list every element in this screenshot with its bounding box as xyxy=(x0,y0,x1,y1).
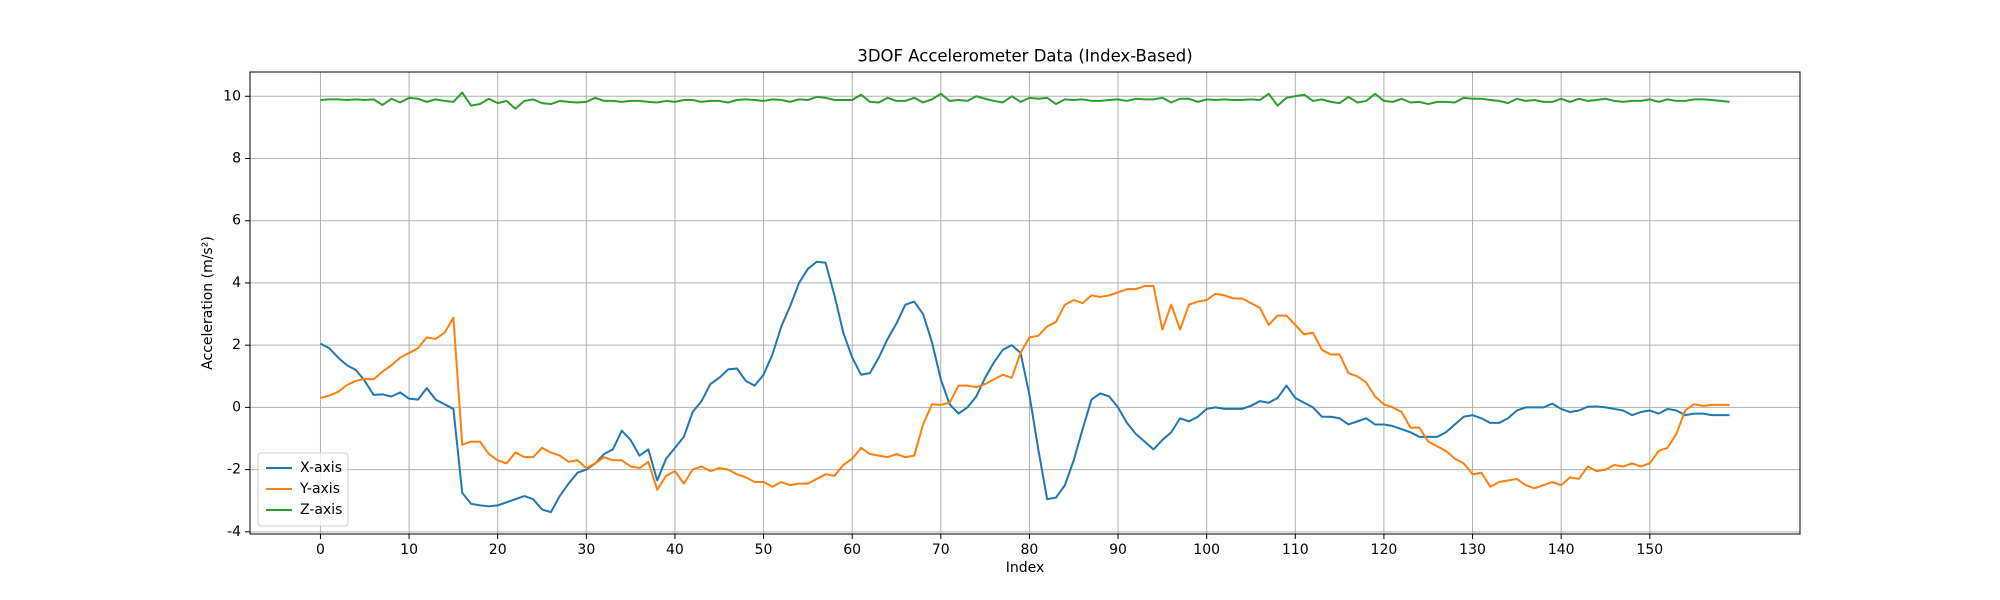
y-tick-label: -2 xyxy=(227,462,241,478)
legend-box xyxy=(257,452,349,527)
x-tick-label: 120 xyxy=(1371,542,1398,558)
axes-frame xyxy=(249,71,1801,535)
x-tick-label: 90 xyxy=(1109,542,1127,558)
x-tick-label: 70 xyxy=(932,542,950,558)
x-tick-label: 60 xyxy=(843,542,861,558)
ticks: 0 10 20 30 40 50 60 70 80 90 100 110 120 130 140 150-4-… xyxy=(223,88,1663,558)
y-tick-label: 4 xyxy=(232,275,241,291)
y-tick-label: 10 xyxy=(223,88,241,104)
data-line xyxy=(320,285,1730,491)
x-tick-label: 100 xyxy=(1193,542,1220,558)
x-tick-label: 20 xyxy=(489,542,507,558)
x-tick-label: 130 xyxy=(1459,542,1486,558)
data-line xyxy=(320,91,1730,110)
x-tick-label: 80 xyxy=(1021,542,1039,558)
chart-title: 3DOF Accelerometer Data (Index-Based) xyxy=(857,47,1192,66)
y-axis-label: Acceleration (m/s²) xyxy=(200,236,216,370)
legend-label: Y-axis xyxy=(299,481,340,497)
x-tick-label: 40 xyxy=(666,542,684,558)
legend-label: Z-axis xyxy=(300,502,342,518)
y-tick-label: -4 xyxy=(227,524,241,540)
data-line xyxy=(319,260,1730,514)
y-tick-label: 0 xyxy=(232,399,241,415)
x-tick-label: 0 xyxy=(316,542,325,558)
x-tick-label: 150 xyxy=(1636,542,1663,558)
y-tick-label: 2 xyxy=(232,337,241,353)
x-tick-label: 110 xyxy=(1282,542,1309,558)
legend-label: X-axis xyxy=(300,460,342,476)
y-tick-label: 6 xyxy=(232,213,241,229)
y-tick-label: 8 xyxy=(232,150,241,166)
plot-lines xyxy=(319,91,1730,514)
x-tick-label: 10 xyxy=(400,542,418,558)
legend: X-axis Y-axis Z-axis xyxy=(257,452,349,527)
x-tick-label: 30 xyxy=(577,542,595,558)
x-tick-label: 50 xyxy=(755,542,773,558)
x-tick-label: 140 xyxy=(1548,542,1575,558)
x-axis-label: Index xyxy=(1006,560,1045,576)
